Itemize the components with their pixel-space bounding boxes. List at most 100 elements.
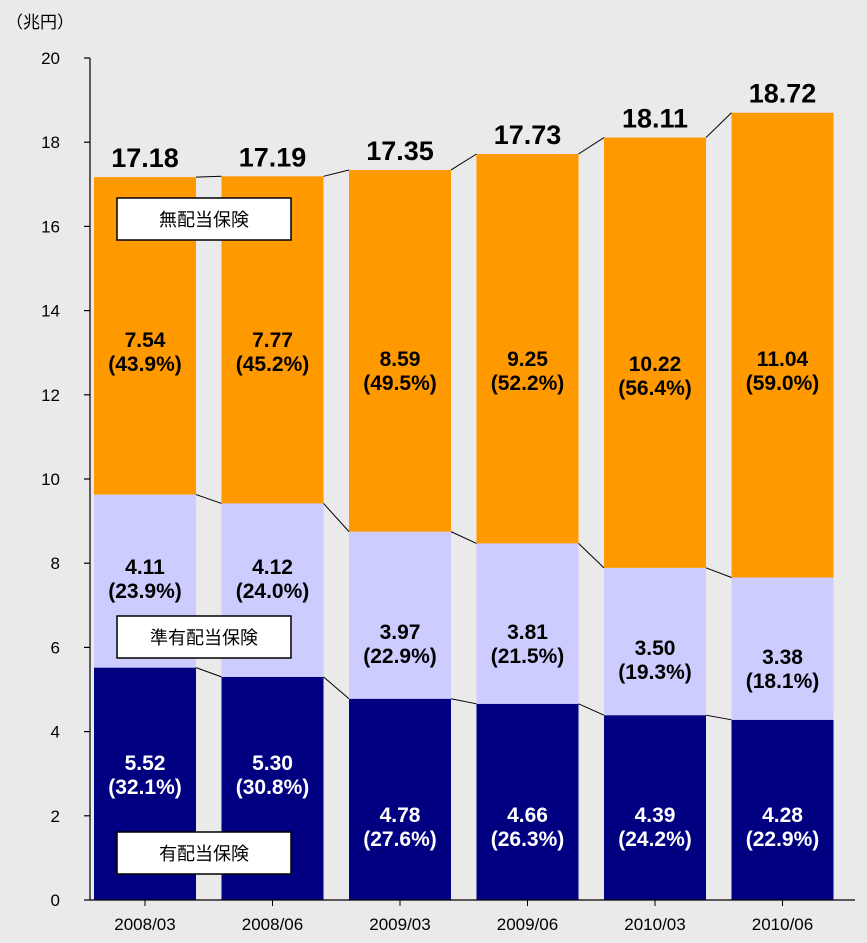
y-tick-label: 0 (51, 891, 60, 910)
y-tick-label: 2 (51, 807, 60, 826)
value-label: 5.52 (125, 752, 166, 775)
connector-line (578, 137, 605, 155)
bar-segment (476, 543, 579, 704)
x-tick-label: 2008/06 (242, 915, 303, 934)
value-label: 11.04 (757, 348, 809, 371)
value-label: 4.66 (507, 804, 548, 827)
percent-label: (22.9%) (363, 645, 437, 668)
connector-line (323, 503, 350, 532)
y-tick-label: 10 (41, 470, 60, 489)
connector-line (195, 494, 222, 504)
series-label: 準有配当保険 (150, 628, 258, 648)
percent-label: (27.6%) (363, 828, 437, 851)
percent-label: (18.1%) (746, 670, 820, 693)
value-label: 3.81 (507, 621, 548, 644)
connector-line (705, 714, 732, 721)
percent-label: (19.3%) (618, 661, 692, 684)
y-tick-label: 12 (41, 386, 60, 405)
value-label: 4.28 (762, 804, 803, 827)
connector-line (578, 543, 605, 569)
value-label: 4.12 (252, 556, 293, 579)
percent-label: (32.1%) (108, 776, 182, 799)
bar-segment (349, 698, 451, 900)
y-tick-label: 20 (41, 49, 60, 68)
value-label: 4.39 (635, 804, 676, 827)
bar-segment (476, 153, 579, 544)
value-label: 7.77 (252, 329, 293, 352)
x-tick-label: 2009/06 (497, 915, 558, 934)
total-label: 17.35 (366, 136, 434, 166)
value-label: 10.22 (629, 353, 682, 376)
total-label: 17.73 (494, 120, 562, 150)
percent-label: (23.9%) (108, 580, 182, 603)
value-label: 3.38 (762, 646, 803, 669)
connector-line (323, 169, 350, 177)
x-axis: 2008/03 2008/06 2009/03 2009/06 2010/03 2010/… (90, 899, 855, 934)
percent-label: (56.4%) (618, 377, 692, 400)
unit-label: （兆円） (6, 13, 74, 32)
percent-label: (52.2%) (491, 372, 565, 395)
percent-label: (24.2%) (618, 828, 692, 851)
percent-label: (49.5%) (363, 372, 437, 395)
bar-segment (604, 137, 706, 568)
bar-segment (349, 531, 451, 699)
percent-label: (24.0%) (236, 580, 310, 603)
series-label: 無配当保険 (159, 210, 249, 230)
connector-line (578, 703, 605, 716)
connector-lines (195, 112, 732, 721)
value-label: 4.11 (125, 556, 165, 579)
total-labels: 17.18 17.19 17.35 17.73 18.11 18.72 (111, 79, 816, 173)
connector-line (195, 175, 222, 178)
x-tick-label: 2009/03 (369, 915, 430, 934)
bar-segment (604, 715, 706, 900)
total-label: 17.18 (111, 143, 179, 173)
connector-line (450, 698, 477, 705)
y-axis: 0 2 4 6 8 10 12 14 16 18 20 (41, 49, 91, 910)
y-tick-label: 4 (51, 723, 60, 742)
percent-label: (22.9%) (746, 828, 820, 851)
value-label: 7.54 (125, 329, 166, 352)
bar-segment (349, 169, 451, 532)
bar-segment (731, 719, 834, 900)
x-tick-label: 2008/03 (114, 915, 175, 934)
value-label: 8.59 (380, 348, 421, 371)
value-label: 3.97 (380, 621, 421, 644)
connector-line (323, 676, 350, 700)
total-label: 18.72 (749, 79, 817, 109)
y-tick-label: 18 (41, 133, 60, 152)
series-label-box (116, 197, 292, 241)
series-label-box (116, 615, 292, 659)
y-tick-label: 14 (41, 302, 60, 321)
total-label: 18.11 (622, 104, 688, 134)
percent-label: (21.5%) (491, 645, 565, 668)
y-tick-label: 16 (41, 217, 60, 236)
total-label: 17.19 (239, 142, 307, 172)
series-label-box (116, 831, 292, 875)
percent-label: (43.9%) (108, 353, 182, 376)
bar-segment (604, 567, 706, 716)
bar-segment (731, 577, 834, 720)
value-label: 3.50 (635, 637, 676, 660)
value-label: 5.30 (252, 752, 293, 775)
series-label: 有配当保険 (159, 844, 249, 864)
connector-line (705, 567, 732, 578)
percent-label: (30.8%) (236, 776, 310, 799)
y-tick-label: 8 (51, 554, 60, 573)
connector-line (705, 112, 732, 138)
x-tick-label: 2010/06 (752, 915, 813, 934)
y-tick-label: 6 (51, 638, 60, 657)
bar-segment (731, 112, 834, 578)
value-label: 9.25 (507, 348, 548, 371)
percent-label: (59.0%) (746, 372, 820, 395)
connector-line (450, 531, 477, 544)
connector-line (195, 667, 222, 678)
percent-label: (26.3%) (491, 828, 565, 851)
data-labels: 5.52(32.1%) 4.11(23.9%) 7.54(43.9%) 5.30(30… (108, 329, 819, 851)
connector-line (450, 153, 477, 171)
bar-segment (476, 703, 579, 900)
value-label: 4.78 (380, 804, 421, 827)
percent-label: (45.2%) (236, 353, 310, 376)
